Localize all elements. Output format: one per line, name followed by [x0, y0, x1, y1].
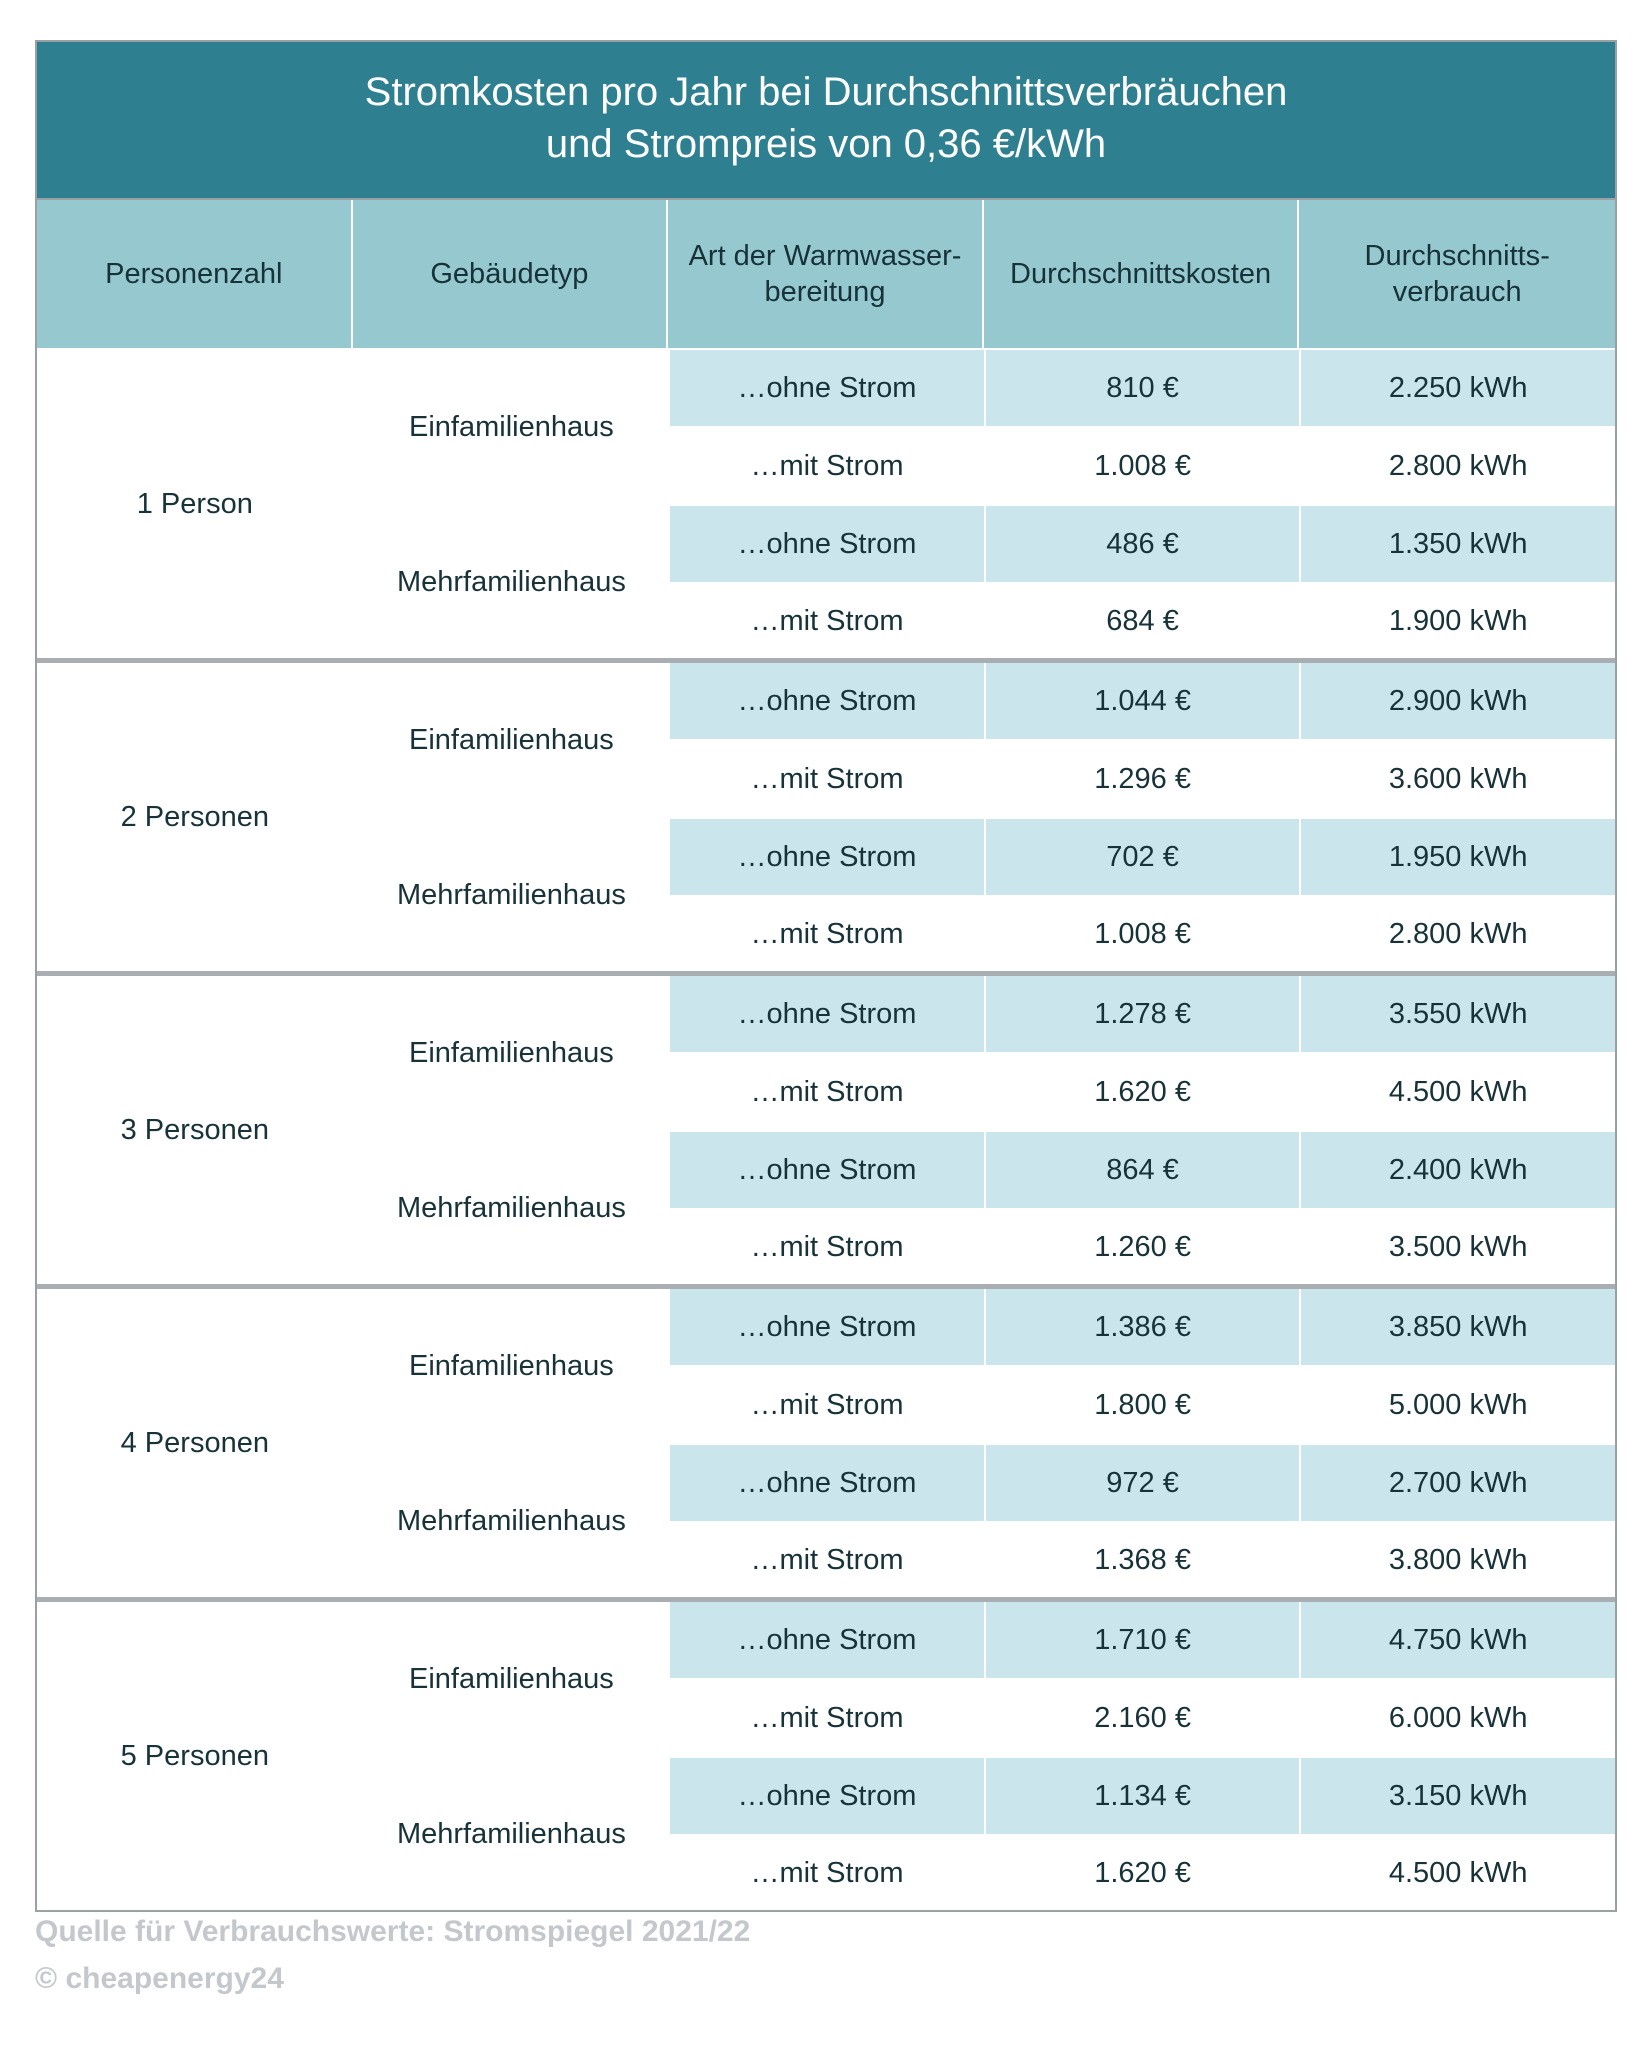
electricity-cost-table: Stromkosten pro Jahr bei Durchschnittsve… [35, 40, 1617, 1912]
building-type-cell: Mehrfamilienhaus [353, 506, 669, 658]
footer-copyright: © cheapenergy24 [35, 1962, 284, 1995]
warmwater-type-cell: …ohne Strom [668, 819, 984, 895]
title-line-1: Stromkosten pro Jahr bei Durchschnittsve… [365, 70, 1288, 114]
avg-cost-cell: 1.710 € [984, 1602, 1300, 1678]
avg-consumption-cell: 4.500 kWh [1299, 1834, 1615, 1910]
warmwater-type-cell: …ohne Strom [668, 976, 984, 1052]
persons-cell: 1 Person [37, 350, 353, 658]
avg-cost-cell: 1.620 € [984, 1053, 1300, 1129]
person-group: 4 PersonenEinfamilienhaus…ohne Strom1.38… [37, 1289, 1615, 1602]
avg-consumption-cell: 3.500 kWh [1299, 1208, 1615, 1284]
warmwater-type-cell: …mit Strom [668, 895, 984, 971]
warmwater-type-cell: …mit Strom [668, 582, 984, 658]
warmwater-type-cell: …ohne Strom [668, 506, 984, 582]
warmwater-type-cell: …mit Strom [668, 1834, 984, 1910]
persons-cell: 4 Personen [37, 1289, 353, 1597]
avg-cost-cell: 1.278 € [984, 976, 1300, 1052]
persons-cell: 3 Personen [37, 976, 353, 1284]
persons-cell: 5 Personen [37, 1602, 353, 1910]
avg-consumption-cell: 3.150 kWh [1299, 1758, 1615, 1834]
avg-cost-cell: 486 € [984, 506, 1300, 582]
source-footer: Quelle für Verbrauchswerte: Stromspiegel… [35, 1909, 750, 2002]
building-type-cell: Mehrfamilienhaus [353, 1758, 669, 1910]
person-group: 5 PersonenEinfamilienhaus…ohne Strom1.71… [37, 1602, 1615, 1912]
warmwater-type-cell: …mit Strom [668, 1053, 984, 1129]
warmwater-type-cell: …mit Strom [668, 1366, 984, 1442]
header-building: Gebäudetyp [353, 200, 669, 350]
avg-cost-cell: 864 € [984, 1132, 1300, 1208]
person-group: 1 PersonEinfamilienhaus…ohne Strom810 €2… [37, 350, 1615, 663]
avg-consumption-cell: 5.000 kWh [1299, 1366, 1615, 1442]
avg-cost-cell: 1.386 € [984, 1289, 1300, 1365]
table-header-row: Personenzahl Gebäudetyp Art der Warmwass… [37, 200, 1615, 350]
warmwater-type-cell: …mit Strom [668, 740, 984, 816]
avg-consumption-cell: 2.700 kWh [1299, 1445, 1615, 1521]
avg-cost-cell: 1.620 € [984, 1834, 1300, 1910]
avg-cost-cell: 1.044 € [984, 663, 1300, 739]
avg-consumption-cell: 2.800 kWh [1299, 895, 1615, 971]
avg-cost-cell: 1.368 € [984, 1521, 1300, 1597]
warmwater-type-cell: …mit Strom [668, 1521, 984, 1597]
avg-cost-cell: 1.134 € [984, 1758, 1300, 1834]
avg-consumption-cell: 1.950 kWh [1299, 819, 1615, 895]
warmwater-type-cell: …ohne Strom [668, 1132, 984, 1208]
avg-cost-cell: 1.008 € [984, 427, 1300, 503]
person-group: 3 PersonenEinfamilienhaus…ohne Strom1.27… [37, 976, 1615, 1289]
avg-consumption-cell: 3.800 kWh [1299, 1521, 1615, 1597]
avg-cost-cell: 1.260 € [984, 1208, 1300, 1284]
building-type-cell: Einfamilienhaus [353, 350, 669, 504]
footer-source: Quelle für Verbrauchswerte: Stromspiegel… [35, 1915, 750, 1948]
warmwater-type-cell: …ohne Strom [668, 1758, 984, 1834]
avg-cost-cell: 1.800 € [984, 1366, 1300, 1442]
warmwater-type-cell: …ohne Strom [668, 1289, 984, 1365]
header-avg-cost: Durchschnitts­kosten [984, 200, 1300, 350]
avg-cost-cell: 702 € [984, 819, 1300, 895]
persons-cell: 2 Personen [37, 663, 353, 971]
avg-cost-cell: 2.160 € [984, 1679, 1300, 1755]
avg-cost-cell: 810 € [984, 350, 1300, 426]
building-type-cell: Mehrfamilienhaus [353, 1132, 669, 1284]
building-type-cell: Einfamilienhaus [353, 1602, 669, 1756]
warmwater-type-cell: …ohne Strom [668, 1445, 984, 1521]
avg-consumption-cell: 4.500 kWh [1299, 1053, 1615, 1129]
header-warmwater: Art der Warmwasser­bereitung [668, 200, 984, 350]
person-group: 2 PersonenEinfamilienhaus…ohne Strom1.04… [37, 663, 1615, 976]
avg-consumption-cell: 2.800 kWh [1299, 427, 1615, 503]
title-line-2: und Strompreis von 0,36 €/kWh [546, 122, 1106, 166]
building-type-cell: Mehrfamilienhaus [353, 1445, 669, 1597]
header-avg-consumption: Durchschnitts­verbrauch [1299, 200, 1615, 350]
warmwater-type-cell: …mit Strom [668, 1679, 984, 1755]
warmwater-type-cell: …ohne Strom [668, 663, 984, 739]
avg-consumption-cell: 1.900 kWh [1299, 582, 1615, 658]
table-title: Stromkosten pro Jahr bei Durchschnittsve… [37, 42, 1615, 200]
avg-cost-cell: 684 € [984, 582, 1300, 658]
avg-cost-cell: 1.296 € [984, 740, 1300, 816]
header-persons: Personenzahl [37, 200, 353, 350]
avg-consumption-cell: 2.400 kWh [1299, 1132, 1615, 1208]
avg-consumption-cell: 4.750 kWh [1299, 1602, 1615, 1678]
building-type-cell: Einfamilienhaus [353, 1289, 669, 1443]
avg-consumption-cell: 2.250 kWh [1299, 350, 1615, 426]
warmwater-type-cell: …ohne Strom [668, 1602, 984, 1678]
warmwater-type-cell: …mit Strom [668, 427, 984, 503]
building-type-cell: Einfamilienhaus [353, 976, 669, 1130]
building-type-cell: Einfamilienhaus [353, 663, 669, 817]
avg-cost-cell: 1.008 € [984, 895, 1300, 971]
avg-consumption-cell: 3.550 kWh [1299, 976, 1615, 1052]
avg-consumption-cell: 1.350 kWh [1299, 506, 1615, 582]
avg-consumption-cell: 3.850 kWh [1299, 1289, 1615, 1365]
building-type-cell: Mehrfamilienhaus [353, 819, 669, 971]
warmwater-type-cell: …ohne Strom [668, 350, 984, 426]
avg-consumption-cell: 2.900 kWh [1299, 663, 1615, 739]
warmwater-type-cell: …mit Strom [668, 1208, 984, 1284]
avg-cost-cell: 972 € [984, 1445, 1300, 1521]
avg-consumption-cell: 3.600 kWh [1299, 740, 1615, 816]
avg-consumption-cell: 6.000 kWh [1299, 1679, 1615, 1755]
